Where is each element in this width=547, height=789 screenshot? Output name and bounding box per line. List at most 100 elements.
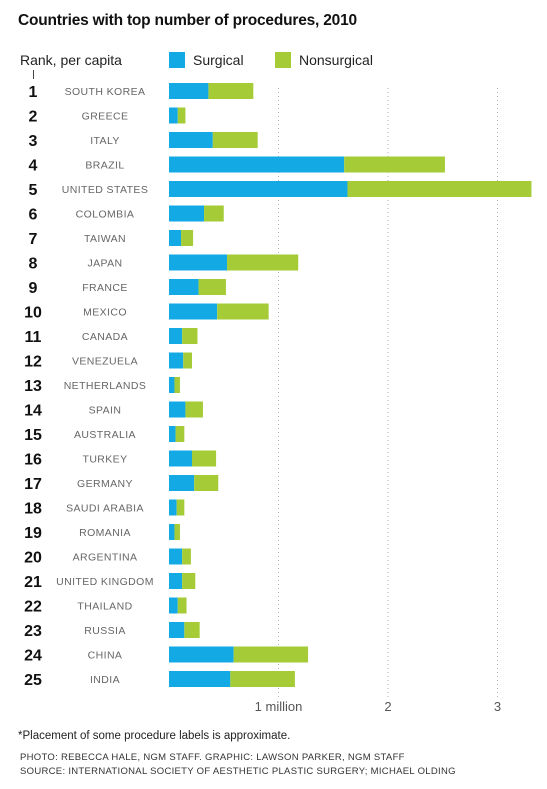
bar-surgical-netherlands (169, 377, 175, 393)
bar-nonsurgical-colombia (204, 205, 224, 222)
bar-nonsurgical-taiwan (181, 230, 194, 246)
bar-nonsurgical-united-states (347, 181, 532, 197)
bar-nonsurgical-france (198, 279, 226, 295)
rank-label: 16 (24, 452, 42, 469)
bar-surgical-south-korea (169, 83, 209, 99)
legend-swatch-nonsurgical (275, 52, 291, 68)
bar-surgical-canada (169, 328, 183, 344)
country-label: BRAZIL (85, 160, 124, 172)
bar-nonsurgical-spain (185, 401, 203, 418)
rank-label: 19 (24, 525, 42, 542)
rank-label: 20 (24, 550, 42, 567)
legend-label-surgical: Surgical (193, 52, 244, 68)
country-label: ROMANIA (79, 527, 131, 539)
bar-surgical-thailand (169, 597, 178, 614)
country-label: SOUTH KOREA (65, 86, 146, 98)
rank-label: 1 (29, 84, 38, 101)
rank-label: 2 (29, 109, 38, 126)
rank-label: 4 (29, 158, 38, 175)
rank-label: 12 (24, 354, 42, 371)
x-tick-label: 2 (384, 699, 391, 714)
bar-surgical-china (169, 646, 234, 663)
rank-header-tick (33, 70, 34, 79)
country-label: INDIA (90, 674, 120, 686)
country-label: SAUDI ARABIA (66, 503, 144, 515)
country-label: GREECE (82, 111, 129, 123)
bar-nonsurgical-turkey (191, 450, 217, 467)
country-label: TAIWAN (84, 233, 126, 245)
rank-label: 25 (24, 672, 42, 689)
bar-nonsurgical-romania (174, 524, 180, 540)
country-label: CANADA (82, 331, 128, 343)
legend-item-surgical: Surgical (169, 51, 244, 69)
chart-title: Countries with top number of procedures,… (18, 12, 357, 29)
rank-label: 13 (24, 378, 42, 395)
bar-nonsurgical-united-kingdom (182, 573, 196, 589)
bar-surgical-brazil (169, 156, 345, 173)
country-label: COLOMBIA (76, 209, 135, 221)
credit-line: PHOTO: REBECCA HALE, NGM STAFF. GRAPHIC:… (20, 752, 405, 763)
rank-label: 10 (24, 305, 42, 322)
bar-nonsurgical-australia (175, 426, 185, 442)
country-label: TURKEY (83, 454, 128, 466)
country-label: JAPAN (87, 258, 122, 270)
rank-label: 3 (29, 133, 38, 150)
bar-nonsurgical-italy (212, 132, 258, 148)
bar-surgical-saudi-arabia (169, 499, 177, 516)
rank-label: 22 (24, 599, 42, 616)
bar-surgical-france (169, 279, 199, 295)
rank-header: Rank, per capita (20, 52, 122, 68)
bar-nonsurgical-venezuela (183, 352, 192, 369)
rank-label: 5 (29, 182, 38, 199)
bar-nonsurgical-south-korea (208, 83, 254, 99)
footnote: *Placement of some procedure labels is a… (18, 730, 291, 742)
bar-surgical-colombia (169, 205, 205, 222)
legend-swatch-surgical (169, 52, 185, 68)
bar-surgical-india (169, 671, 231, 687)
country-label: FRANCE (82, 282, 128, 294)
bar-surgical-russia (169, 622, 185, 638)
bar-surgical-greece (169, 107, 178, 124)
bar-nonsurgical-netherlands (174, 377, 180, 393)
bar-nonsurgical-argentina (182, 548, 191, 565)
bar-nonsurgical-germany (194, 475, 219, 491)
rank-label: 17 (24, 476, 42, 493)
rank-label: 21 (24, 574, 42, 591)
rank-label: 8 (29, 256, 38, 273)
country-label: UNITED KINGDOM (56, 576, 154, 588)
country-label: CHINA (88, 650, 123, 662)
bar-surgical-united-kingdom (169, 573, 183, 589)
bar-surgical-italy (169, 132, 213, 148)
bar-nonsurgical-brazil (344, 156, 445, 173)
country-label: ARGENTINA (73, 552, 138, 564)
rank-label: 7 (29, 231, 38, 248)
bar-surgical-united-states (169, 181, 348, 197)
bar-nonsurgical-mexico (217, 303, 269, 320)
rank-label: 6 (29, 207, 38, 224)
bar-surgical-japan (169, 254, 228, 271)
bar-surgical-germany (169, 475, 195, 491)
rank-label: 24 (24, 648, 42, 665)
bar-nonsurgical-china (233, 646, 309, 663)
bar-surgical-argentina (169, 548, 183, 565)
country-label: VENEZUELA (72, 356, 138, 368)
source-line: SOURCE: INTERNATIONAL SOCIETY OF AESTHET… (20, 766, 456, 777)
country-label: AUSTRALIA (74, 429, 136, 441)
legend-label-nonsurgical: Nonsurgical (299, 52, 373, 68)
bar-surgical-romania (169, 524, 175, 540)
country-label: MEXICO (83, 307, 127, 319)
country-label: UNITED STATES (62, 184, 148, 196)
rank-label: 23 (24, 623, 42, 640)
bar-surgical-venezuela (169, 352, 184, 369)
bar-surgical-taiwan (169, 230, 182, 246)
rank-label: 18 (24, 501, 42, 518)
rank-label: 15 (24, 427, 42, 444)
bar-surgical-turkey (169, 450, 192, 467)
bar-surgical-spain (169, 401, 186, 418)
bar-nonsurgical-russia (184, 622, 200, 638)
bar-nonsurgical-india (230, 671, 295, 687)
country-label: NETHERLANDS (64, 380, 147, 392)
bar-surgical-australia (169, 426, 176, 442)
bar-surgical-mexico (169, 303, 218, 320)
x-tick-label: 1 million (255, 699, 303, 714)
